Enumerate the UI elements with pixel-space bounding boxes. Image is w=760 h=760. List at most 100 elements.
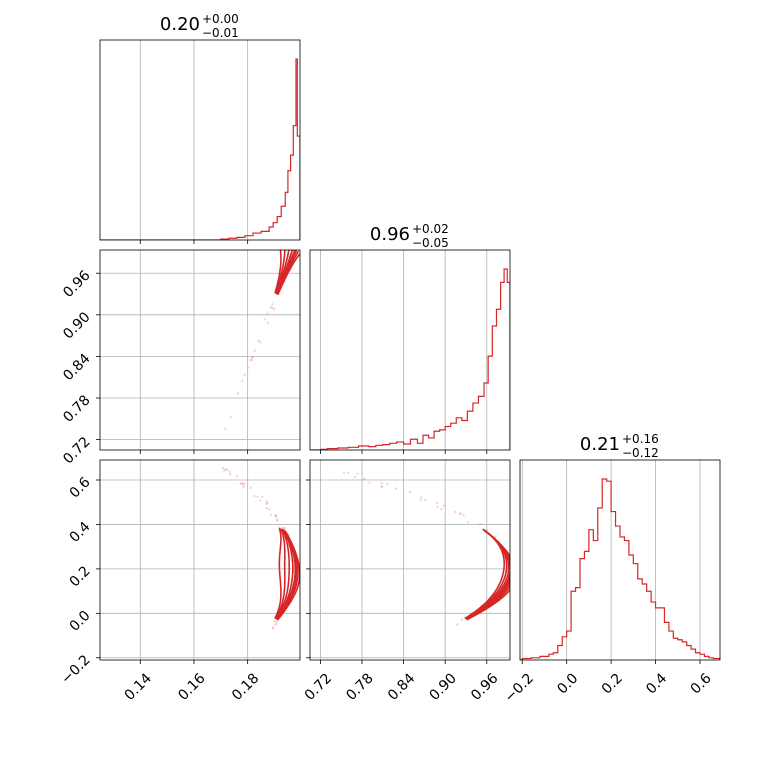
scatter-point [241,379,244,382]
scatter-point [243,373,247,377]
title-p0-upper: +0.00 [202,12,239,26]
scatter-point [256,495,259,499]
scatter-point [493,535,497,538]
scatter-point [363,478,366,481]
scatter-point [282,527,286,530]
scatter-point [247,366,250,369]
scatter-point [408,490,412,494]
title-p1-lower: −0.05 [412,236,449,250]
scatter-point [228,470,232,474]
plot-area [221,467,300,630]
joint-panel-p1-p2: 0.72 0.78 0.84 0.90 0.96 [302,459,514,704]
scatter-point [266,501,269,505]
x-tick-label-p1-3: 0.90 [427,670,460,703]
diag-panel-p1 [309,249,511,454]
scatter-point [243,482,246,486]
x-tick-label-p2-0: −0.2 [502,670,537,705]
scatter-point [435,501,439,505]
x-tick-label-p2-4: 0.6 [688,670,715,697]
scatter-point [224,427,227,430]
scatter-point [512,564,514,566]
x-tick-label-p1-4: 0.96 [468,670,501,703]
panel-frame [99,39,301,241]
scatter-point [294,247,296,249]
scatter-point [274,515,278,519]
scatter-point [380,485,383,488]
scatter-point [272,627,275,630]
scatter-point [274,623,277,626]
scatter-point [259,341,262,344]
scatter-point [271,303,274,306]
y-tick-label-p2-2: 0.2 [67,563,94,590]
scatter-point [353,475,357,479]
x-tick-label-p0-1: 0.16 [175,670,208,703]
scatter-point [235,475,238,478]
scatter-point [346,471,350,474]
scatter-point [275,514,278,517]
scatter-point [274,514,277,517]
plot-area [342,471,514,626]
scatter-point [261,495,264,498]
scatter-point [271,626,275,629]
histogram-p1 [310,268,510,450]
scatter-point [265,506,268,510]
scatter-point [462,513,465,517]
scatter-point [241,482,245,486]
title-p2: 0.21 [580,434,620,455]
x-tick-label-p2-1: 0.0 [554,670,581,697]
x-tick-label-p2-3: 0.4 [643,670,670,697]
y-tick-label-p1-3: 0.90 [60,309,93,342]
scatter-point [460,618,464,621]
scatter-point [455,623,459,626]
scatter-point [276,518,279,522]
scatter-point [263,318,267,321]
scatter-point [275,519,279,522]
scatter-point [363,477,366,481]
scatter-point [271,306,274,310]
scatter-point [394,487,398,490]
scatter-point [442,504,445,508]
scatter-point [268,508,271,511]
scatter-point [275,619,278,623]
scatter-point [294,246,296,248]
scatter-point [259,499,262,502]
y-tick-label-p2-3: 0.4 [67,519,94,546]
scatter-point [273,620,276,623]
diag-panel-p0 [99,39,301,244]
scatter-point [242,485,245,488]
contour-level-3 [274,527,300,621]
title-p1: 0.96 [370,224,410,245]
scatter-point [251,355,255,359]
plot-area [520,478,720,660]
scatter-point [454,510,457,514]
panel-frame [309,459,511,661]
scatter-point [240,482,244,485]
y-tick-label-p1-0: 0.72 [60,434,93,467]
scatter-point [436,505,439,509]
x-tick-label-p2-2: 0.2 [599,670,626,697]
scatter-point [294,247,296,249]
scatter-point [229,473,232,476]
x-tick-label-p1-0: 0.72 [302,670,335,703]
contour-level-3 [274,250,300,296]
joint-panel-p0-p2: 0.14 0.16 0.18 −0.2 0.0 0.2 0.4 0.6 [58,459,301,704]
scatter-point [266,312,269,315]
scatter-point [249,358,252,362]
y-tick-label-p1-2: 0.84 [60,351,93,384]
title-p0-lower: −0.01 [202,26,239,40]
scatter-point [236,392,240,395]
y-tick-label-p2-0: −0.2 [58,652,93,687]
scatter-point [386,482,389,486]
scatter-point [253,494,256,498]
plot-area [100,58,300,240]
scatter-point [485,528,489,532]
scatter-point [466,521,469,524]
y-tick-label-p2-1: 0.0 [67,608,94,635]
x-tick-label-p0-0: 0.14 [122,670,155,703]
scatter-point [266,321,270,324]
panel-frame [309,249,511,451]
scatter-point [224,468,228,471]
scatter-point [250,358,253,362]
x-tick-label-p1-2: 0.84 [385,670,418,703]
